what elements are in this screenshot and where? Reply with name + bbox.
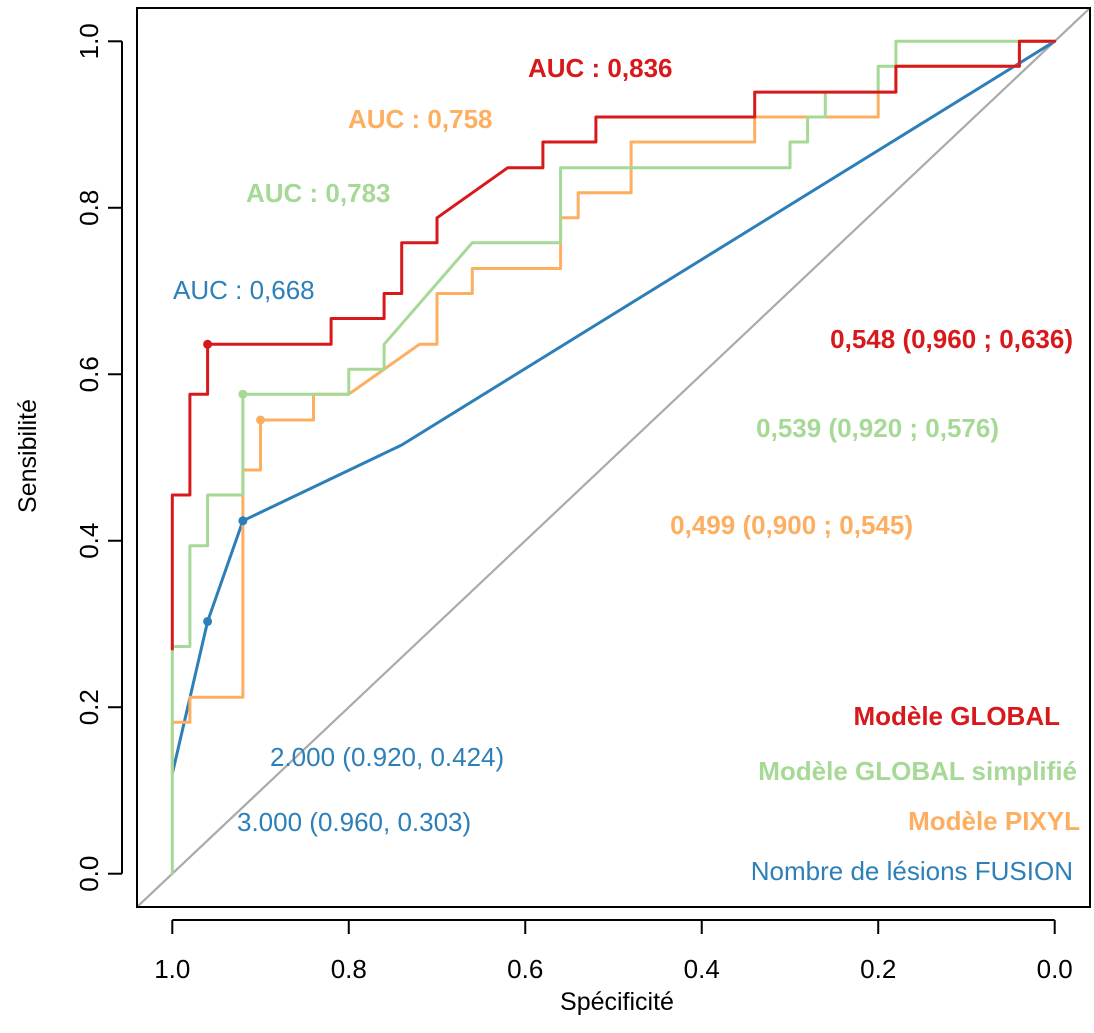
x-axis: 1.0 0.8 0.6 0.4 0.2 0.0 [154, 919, 1073, 984]
y-tick-label: 0.8 [74, 190, 104, 226]
auc-label-global-simplifie: AUC : 0,783 [246, 178, 391, 208]
auc-label-global: AUC : 0,836 [528, 53, 673, 83]
x-axis-title: Spécificité [560, 988, 674, 1016]
series-line-modele-global [170, 39, 1057, 651]
threshold-label-pixyl: 0,499 (0,900 ; 0,545) [670, 510, 913, 540]
y-tick-label: 0.2 [74, 689, 104, 725]
x-tick-label: 0.2 [860, 954, 896, 984]
legend-entry-fusion: Nombre de lésions FUSION [751, 856, 1073, 886]
x-tick-label: 0.4 [684, 954, 720, 984]
legend: Modèle GLOBAL Modèle GLOBAL simplifié Mo… [751, 701, 1080, 886]
legend-entry-pixyl: Modèle PIXYL [908, 806, 1080, 836]
y-tick-label: 0.0 [74, 856, 104, 892]
threshold-label-fusion-3: 3.000 (0.960, 0.303) [237, 807, 471, 837]
plot-frame [136, 7, 1091, 908]
threshold-label-fusion-2: 2.000 (0.920, 0.424) [270, 742, 504, 772]
threshold-point-nombre-de-lesions-fusion-1 [203, 616, 213, 626]
threshold-points-layer [203, 339, 266, 626]
y-tick-label: 0.6 [74, 356, 104, 392]
threshold-label-global: 0,548 (0,960 ; 0,636) [830, 324, 1073, 354]
auc-label-pixyl: AUC : 0,758 [348, 104, 493, 134]
x-tick-label: 0.6 [507, 954, 543, 984]
threshold-point-modele-global [203, 339, 213, 349]
legend-entry-global-simplifie: Modèle GLOBAL simplifié [758, 756, 1077, 786]
threshold-label-global-simplifie: 0,539 (0,920 ; 0,576) [756, 413, 999, 443]
y-axis-title: Sensibilité [14, 399, 42, 513]
x-tick-label: 1.0 [154, 954, 190, 984]
reference-diagonal [137, 8, 1090, 907]
threshold-point-modele-global-simplifie [238, 389, 248, 399]
legend-entry-global: Modèle GLOBAL [853, 701, 1060, 731]
x-tick-label: 0.8 [331, 954, 367, 984]
y-tick-label: 0.4 [74, 523, 104, 559]
threshold-point-nombre-de-lesions-fusion-2 [238, 516, 248, 526]
auc-label-fusion: AUC : 0,668 [173, 275, 315, 305]
y-tick-label: 1.0 [74, 23, 104, 59]
y-axis: 0.0 0.2 0.4 0.6 0.8 1.0 [74, 23, 123, 892]
x-tick-label: 0.0 [1037, 954, 1073, 984]
threshold-point-modele-pixyl [256, 415, 266, 425]
